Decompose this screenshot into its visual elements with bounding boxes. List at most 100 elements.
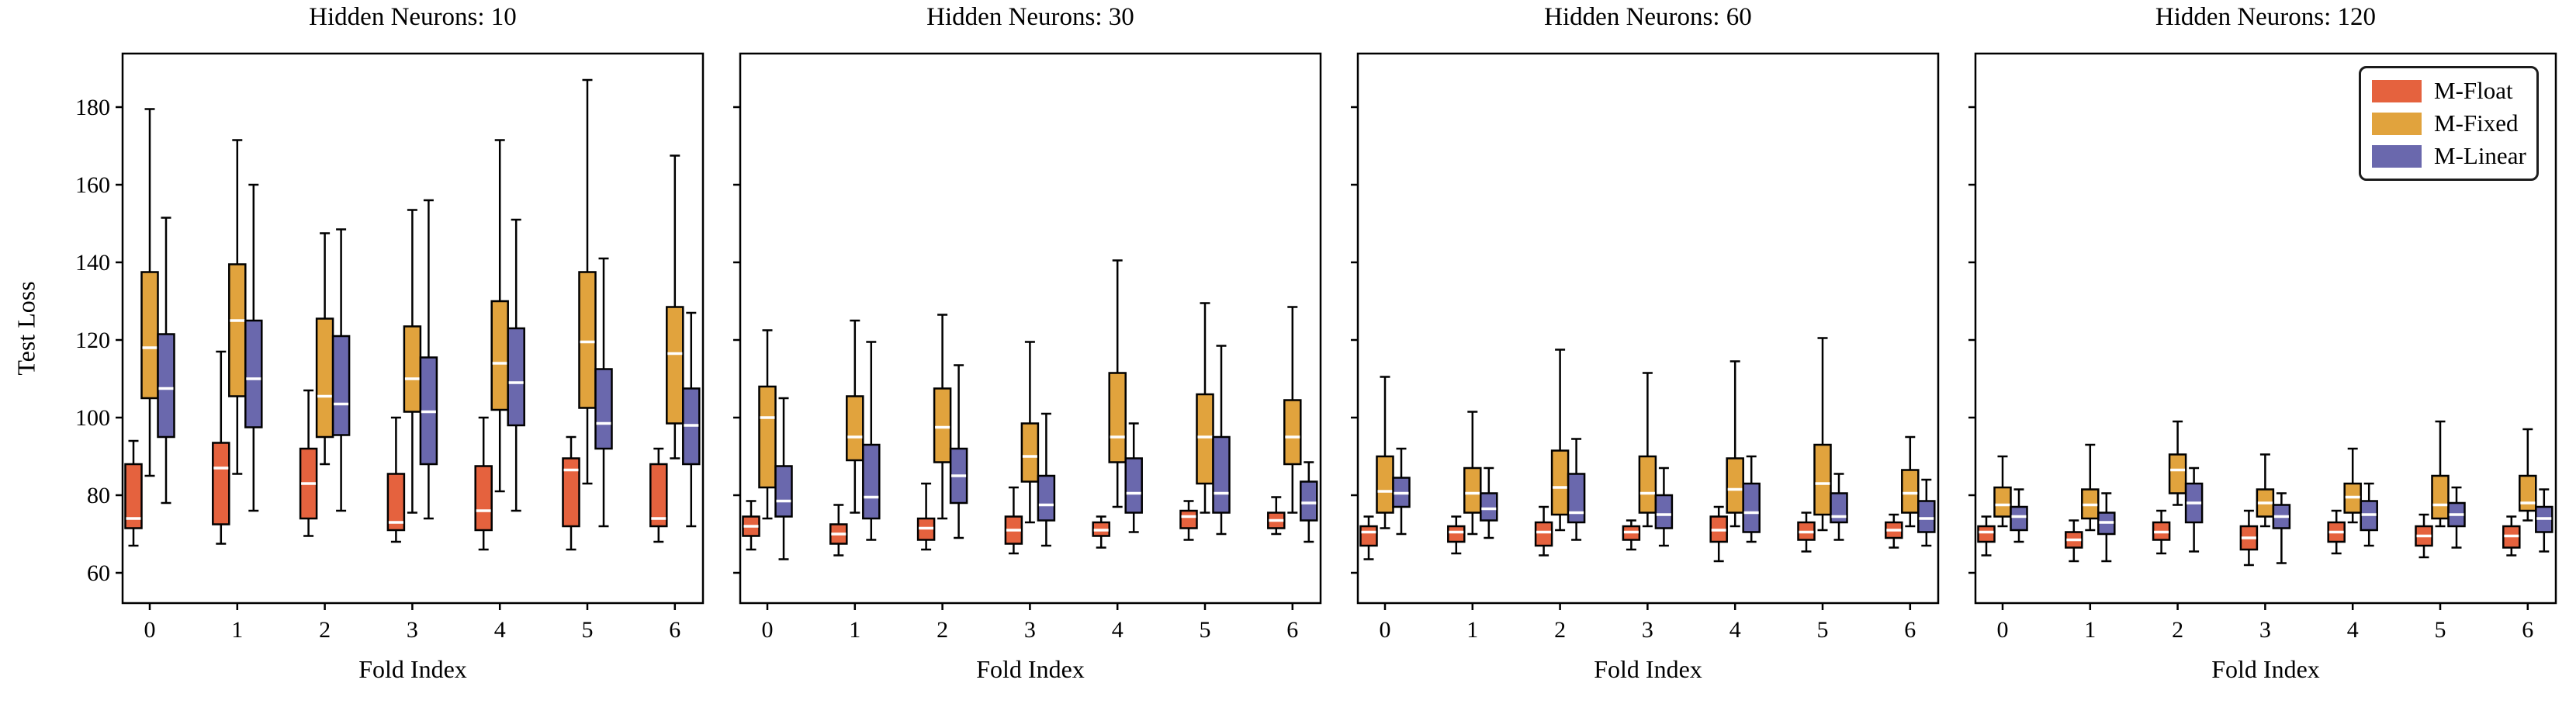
box-m-float-panel2-fold1 [1447,525,1466,543]
x-tick-label: 2 [937,617,948,643]
x-tick-label: 3 [407,617,418,643]
box-m-linear-panel1-fold0 [774,465,793,518]
box-m-fixed-panel2-fold6 [1901,469,1920,514]
panel-title-hidden-neurons-10: Hidden Neurons: 10 [309,3,517,31]
box-m-linear-panel2-fold4 [1742,482,1761,533]
x-tick-label: 1 [849,617,860,643]
y-tick-label: 180 [75,95,110,120]
box-m-float-panel1-fold5 [1179,509,1198,529]
legend-swatch-m-float [2372,79,2422,102]
box-m-linear-panel0-fold5 [594,368,613,450]
box-m-linear-panel2-fold3 [1654,494,1674,529]
box-m-linear-panel1-fold1 [862,443,881,520]
box-m-fixed-panel0-fold4 [490,300,509,411]
x-axis-label: Fold Index [2211,655,2320,683]
legend-item-m-linear: M-Linear [2372,142,2526,170]
x-tick-label: 2 [1554,617,1566,643]
x-tick-label: 5 [2435,617,2446,643]
legend-label: M-Fixed [2434,109,2519,137]
box-m-fixed-panel1-fold6 [1283,399,1302,466]
box-m-float-panel0-fold4 [474,465,493,532]
box-m-fixed-panel2-fold2 [1550,449,1570,516]
x-tick-label: 5 [1817,617,1829,643]
box-m-float-panel0-fold3 [386,473,406,532]
box-m-fixed-panel1-fold3 [1020,422,1040,483]
box-m-linear-panel2-fold1 [1480,492,1498,522]
y-tick-label: 80 [87,483,110,508]
box-m-fixed-panel3-fold5 [2431,474,2450,520]
panel-title-hidden-neurons-120: Hidden Neurons: 120 [2155,3,2377,31]
y-tick-label: 120 [75,328,110,353]
x-axis-label: Fold Index [976,655,1085,683]
box-m-linear-panel0-fold0 [157,333,175,439]
box-m-linear-panel2-fold2 [1567,473,1586,524]
box-m-linear-panel1-fold3 [1037,474,1056,522]
legend-item-m-float: M-Float [2372,77,2526,105]
x-tick-label: 1 [231,617,243,643]
box-m-linear-panel3-fold0 [2010,505,2028,532]
x-tick-label: 5 [1200,617,1211,643]
y-tick-label: 160 [75,172,110,198]
legend-label: M-Float [2434,77,2513,104]
x-tick-label: 2 [2172,617,2183,643]
box-m-linear-panel2-fold6 [1917,500,1936,533]
box-m-float-panel0-fold5 [562,457,580,528]
box-m-fixed-panel1-fold4 [1108,372,1127,463]
box-m-fixed-panel1-fold0 [758,385,777,489]
box-m-fixed-panel2-fold5 [1813,443,1832,516]
x-tick-label: 4 [2347,617,2359,643]
legend-label: M-Linear [2434,142,2526,169]
box-m-float-panel3-fold0 [1977,525,1996,543]
box-m-linear-panel0-fold2 [331,335,351,436]
x-axis-label: Fold Index [358,655,467,683]
box-m-float-panel0-fold6 [649,463,668,528]
x-tick-label: 4 [1112,617,1124,643]
box-m-linear-panel2-fold5 [1830,492,1848,524]
legend-swatch-m-linear [2372,144,2422,168]
x-tick-label: 6 [2522,617,2533,643]
x-tick-label: 0 [1380,617,1391,643]
box-m-fixed-panel0-fold6 [666,306,684,425]
box-m-fixed-panel0-fold3 [403,325,422,413]
x-tick-label: 1 [2084,617,2096,643]
y-tick-label: 60 [87,560,110,586]
x-tick-label: 6 [1904,617,1916,643]
box-m-linear-panel1-fold4 [1124,457,1143,514]
y-tick-label: 140 [75,250,110,276]
x-tick-label: 2 [319,617,331,643]
x-tick-label: 1 [1466,617,1478,643]
legend-item-m-fixed: M-Fixed [2372,109,2526,137]
x-tick-label: 0 [144,617,156,643]
box-m-fixed-panel0-fold0 [140,271,159,400]
x-tick-label: 4 [494,617,506,643]
x-tick-label: 3 [1642,617,1653,643]
x-tick-label: 0 [1997,617,2009,643]
x-tick-label: 6 [1286,617,1298,643]
box-m-fixed-panel1-fold5 [1196,393,1214,485]
y-axis-label: Test Loss [12,281,40,376]
box-m-float-panel0-fold1 [212,442,230,525]
box-m-fixed-panel2-fold1 [1463,466,1482,514]
box-m-float-panel2-fold2 [1534,521,1553,547]
box-m-fixed-panel1-fold2 [933,387,952,463]
panel-title-hidden-neurons-60: Hidden Neurons: 60 [1544,3,1752,31]
box-m-fixed-panel0-fold1 [228,263,247,397]
panel-title-hidden-neurons-30: Hidden Neurons: 30 [926,3,1134,31]
box-m-fixed-panel3-fold0 [1993,486,2012,518]
box-m-fixed-panel3-fold2 [2168,453,2187,494]
box-m-linear-panel0-fold4 [507,327,525,427]
box-m-linear-panel1-fold6 [1300,480,1318,522]
box-m-fixed-panel0-fold2 [315,317,334,439]
x-axis-label: Fold Index [1594,655,1702,683]
x-tick-label: 3 [1024,617,1036,643]
box-m-fixed-panel2-fold0 [1376,455,1394,514]
x-tick-label: 3 [2259,617,2271,643]
box-m-fixed-panel3-fold6 [2519,474,2537,512]
box-m-fixed-panel1-fold1 [846,395,864,462]
box-m-linear-panel0-fold1 [244,319,263,428]
legend-swatch-m-fixed [2372,112,2422,135]
box-m-float-panel0-fold0 [124,463,143,529]
box-m-fixed-panel2-fold3 [1638,455,1657,514]
